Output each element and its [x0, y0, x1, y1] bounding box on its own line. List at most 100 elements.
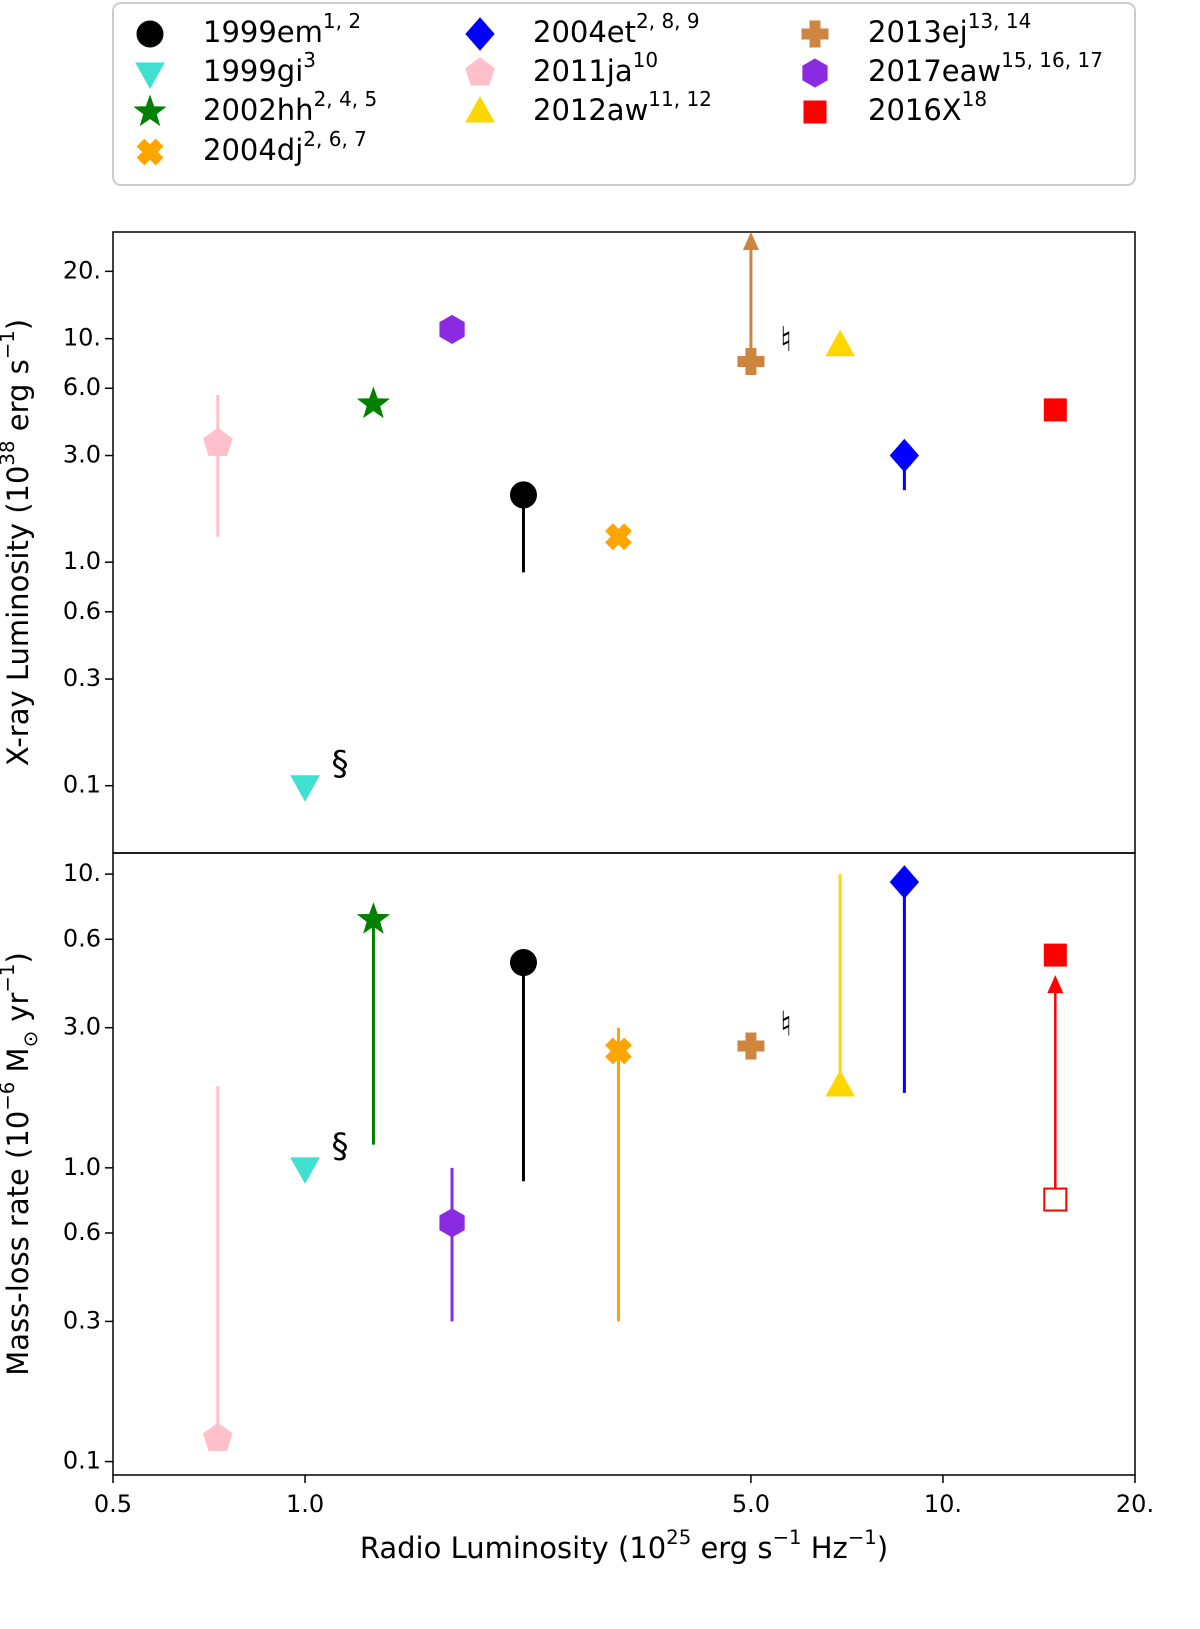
- legend-refs: 18: [962, 87, 987, 111]
- legend-refs: 13, 14: [968, 9, 1032, 33]
- marker: [509, 949, 537, 977]
- legend-marker: [803, 100, 827, 124]
- label-part: −1: [0, 330, 19, 359]
- y-tick-label: 20.: [63, 256, 101, 284]
- y-tick-label: 10.: [63, 324, 101, 352]
- axis-label: X-ray Luminosity (1038 erg s−1): [0, 319, 35, 766]
- y-tick-label: 0.6: [63, 1218, 101, 1246]
- marker: [509, 481, 537, 509]
- marker: [202, 427, 233, 457]
- legend-name: 2004dj: [203, 133, 303, 167]
- label-part: erg s: [1, 359, 35, 440]
- label-part: ⊙: [19, 1031, 42, 1048]
- label-part: −1: [772, 1526, 801, 1549]
- marker: [1043, 398, 1067, 422]
- legend-name: 1999em: [203, 15, 323, 49]
- axis-label: Mass-loss rate (10−6 M⊙ yr−1): [0, 952, 42, 1376]
- y-tick-label: 0.1: [63, 771, 101, 799]
- x-tick-label: 10.: [924, 1490, 962, 1518]
- legend-marker: [133, 94, 167, 127]
- y-tick-label: 6.0: [63, 373, 101, 401]
- legend-refs: 3: [303, 48, 316, 72]
- legend-name: 2012aw: [533, 93, 648, 127]
- marker: [737, 1032, 765, 1060]
- axis-label: Radio Luminosity (1025 erg s−1 Hz−1): [360, 1526, 888, 1565]
- legend-refs: 2, 8, 9: [636, 9, 700, 33]
- y-tick-label: 1.0: [63, 547, 101, 575]
- label-part: erg s: [691, 1531, 772, 1565]
- legend-label: 2012aw11, 12: [533, 87, 712, 128]
- marker: [889, 865, 920, 899]
- legend-label: 2013ej13, 14: [868, 9, 1031, 50]
- x-tick-label: 5.0: [732, 1490, 770, 1518]
- legend-refs: 15, 16, 17: [1001, 48, 1103, 72]
- label-part: yr: [1, 993, 35, 1031]
- legend-marker: [136, 20, 164, 48]
- marker: [1043, 943, 1067, 967]
- legend-name: 2004et: [533, 15, 636, 49]
- marker: [290, 775, 320, 802]
- arrow-head: [1047, 975, 1064, 994]
- legend-label: 2017eaw15, 16, 17: [868, 48, 1103, 89]
- legend-marker: [465, 57, 495, 86]
- marker: [439, 314, 465, 344]
- x-tick-label: 1.0: [286, 1490, 324, 1518]
- legend-label: 2002hh2, 4, 5: [203, 87, 377, 128]
- legend-label: 2004dj2, 6, 7: [203, 127, 367, 168]
- marker: [605, 523, 632, 551]
- legend-label: 2011ja10: [533, 48, 658, 89]
- legend-marker: [136, 138, 164, 166]
- legend-label: 2004et2, 8, 9: [533, 9, 700, 50]
- y-tick-label: 10.: [63, 859, 101, 887]
- legend-marker: [801, 20, 829, 48]
- y-tick-label: 0.3: [63, 664, 101, 692]
- marker: [889, 438, 920, 473]
- marker: [290, 1157, 320, 1184]
- x-tick-label: 20.: [1116, 1490, 1154, 1518]
- legend-name: 2011ja: [533, 54, 633, 88]
- legend-refs: 10: [633, 48, 658, 72]
- marker: [825, 329, 856, 357]
- legend-name: 1999gi: [203, 54, 303, 88]
- annotation: ♮: [780, 320, 792, 360]
- label-part: 25: [666, 1526, 691, 1549]
- label-part: Mass-loss rate (10: [1, 1111, 35, 1376]
- legend-label: 2016X18: [868, 87, 987, 128]
- y-tick-label: 0.6: [63, 924, 101, 952]
- legend-name: 2017eaw: [868, 54, 1001, 88]
- label-part: −1: [0, 964, 19, 993]
- marker: [825, 1069, 856, 1097]
- label-part: M: [1, 1047, 35, 1081]
- legend-marker: [465, 17, 495, 51]
- legend-marker: [465, 95, 495, 123]
- legend-refs: 11, 12: [648, 87, 712, 111]
- annotation: §: [332, 744, 349, 784]
- legend-marker: [135, 62, 165, 90]
- legend-refs: 1, 2: [323, 9, 361, 33]
- marker: [356, 902, 391, 934]
- label-part: ): [1, 319, 35, 330]
- label-part: −6: [0, 1082, 19, 1111]
- legend-marker: [802, 58, 828, 88]
- label-part: −1: [848, 1526, 877, 1549]
- legend-name: 2013ej: [868, 15, 968, 49]
- marker: [1043, 1187, 1068, 1212]
- annotation: ♮: [780, 1004, 792, 1044]
- label-part: 38: [0, 440, 19, 465]
- marker: [202, 1422, 233, 1451]
- legend-label: 1999em1, 2: [203, 9, 361, 50]
- marker: [439, 1208, 465, 1238]
- annotation: §: [332, 1126, 349, 1166]
- y-tick-label: 0.6: [63, 597, 101, 625]
- y-tick-label: 1.0: [63, 1153, 101, 1181]
- label-part: Hz: [802, 1531, 848, 1565]
- label-part: Radio Luminosity (10: [360, 1531, 666, 1565]
- arrow-head: [742, 232, 759, 250]
- label-part: ): [877, 1531, 888, 1565]
- y-tick-label: 0.1: [63, 1447, 101, 1475]
- y-tick-label: 0.3: [63, 1306, 101, 1334]
- legend-label: 1999gi3: [203, 48, 316, 89]
- marker: [605, 1037, 632, 1065]
- label-part: X-ray Luminosity (10: [1, 466, 35, 767]
